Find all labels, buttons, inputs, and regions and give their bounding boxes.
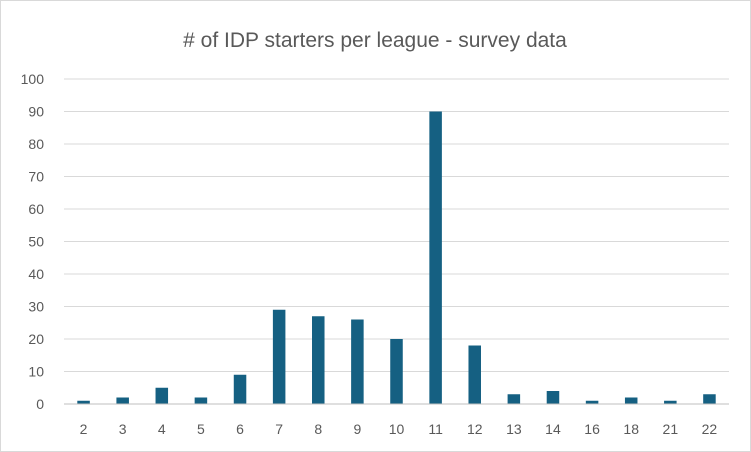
y-tick-label: 30: [28, 299, 44, 315]
bar: [194, 397, 208, 404]
bar: [429, 111, 442, 404]
x-tick-label: 11: [428, 421, 443, 437]
bar: [233, 374, 247, 404]
bar: [585, 400, 599, 404]
bar: [664, 400, 677, 404]
bar: [77, 400, 90, 404]
bar: [624, 397, 638, 404]
x-tick-label: 4: [158, 421, 166, 437]
x-tick-label: 6: [236, 421, 244, 437]
bar: [272, 309, 286, 404]
bars: [77, 111, 716, 404]
x-tick-label: 10: [389, 421, 405, 437]
bar: [546, 391, 560, 404]
bar: [507, 394, 521, 404]
x-tick-label: 2: [80, 421, 88, 437]
x-tick-label: 13: [506, 421, 522, 437]
x-axis-tick-labels: 2 3 4 5 6 7 8 9 10 11 12 13 14 16 18 21 22: [80, 421, 718, 437]
chart-title: # of IDP starters per league - survey da…: [183, 29, 567, 52]
gridlines: [64, 78, 729, 372]
y-tick-label: 10: [28, 364, 44, 380]
y-tick-label: 20: [28, 331, 44, 347]
y-axis-tick-labels: 0 10 20 30 40 50 60 70 80 90 100: [21, 71, 45, 412]
bar: [312, 316, 325, 404]
y-tick-label: 80: [28, 136, 44, 152]
x-tick-label: 7: [275, 421, 283, 437]
bar: [155, 387, 169, 404]
x-tick-label: 5: [197, 421, 205, 437]
x-tick-label: 22: [702, 421, 718, 437]
y-tick-label: 40: [28, 266, 44, 282]
y-tick-label: 100: [21, 71, 45, 87]
bar: [116, 397, 129, 404]
x-tick-label: 12: [467, 421, 483, 437]
y-tick-label: 90: [28, 104, 44, 120]
x-tick-label: 3: [119, 421, 127, 437]
y-tick-label: 70: [28, 169, 44, 185]
bar: [351, 319, 364, 404]
bar: [390, 339, 403, 404]
x-tick-label: 21: [663, 421, 679, 437]
y-tick-label: 50: [28, 234, 44, 250]
y-tick-label: 0: [36, 396, 44, 412]
x-tick-label: 18: [623, 421, 639, 437]
x-tick-label: 8: [314, 421, 322, 437]
x-tick-label: 16: [584, 421, 600, 437]
x-tick-label: 14: [545, 421, 561, 437]
x-tick-label: 9: [353, 421, 361, 437]
y-tick-label: 60: [28, 201, 44, 217]
bar: [703, 394, 716, 404]
bar: [468, 345, 481, 404]
